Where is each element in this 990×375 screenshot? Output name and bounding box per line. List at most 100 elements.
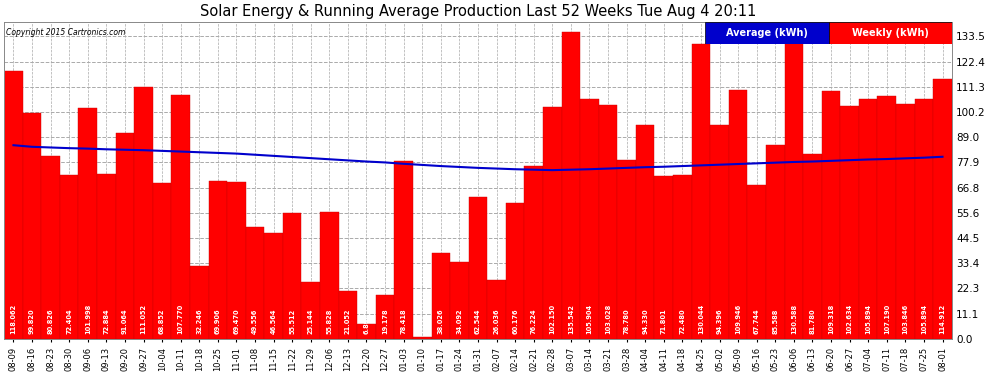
Text: 130.044: 130.044: [698, 304, 704, 334]
Bar: [42, 156, 60, 339]
Bar: [766, 145, 784, 339]
Text: 68.852: 68.852: [159, 309, 165, 334]
Text: 62.544: 62.544: [475, 309, 481, 334]
Text: 103.028: 103.028: [605, 304, 611, 334]
Text: 21.052: 21.052: [345, 309, 350, 334]
Text: Copyright 2015 Cartronics.com: Copyright 2015 Cartronics.com: [6, 28, 126, 37]
Text: 69.470: 69.470: [234, 309, 240, 334]
Bar: [896, 104, 915, 339]
Text: 118.062: 118.062: [11, 304, 17, 334]
Text: 78.418: 78.418: [401, 309, 407, 334]
Bar: [339, 291, 357, 339]
Text: 111.052: 111.052: [141, 304, 147, 334]
Bar: [209, 180, 227, 339]
Bar: [394, 161, 413, 339]
Text: 46.564: 46.564: [270, 309, 276, 334]
Text: 55.512: 55.512: [289, 309, 295, 334]
Text: 130.588: 130.588: [791, 304, 797, 334]
Bar: [636, 125, 654, 339]
Bar: [413, 337, 432, 339]
Text: 107.770: 107.770: [177, 304, 184, 334]
Text: 102.634: 102.634: [846, 304, 852, 334]
Text: 103.846: 103.846: [902, 304, 909, 334]
Bar: [302, 282, 320, 339]
Bar: [78, 108, 97, 339]
Bar: [171, 95, 190, 339]
Text: 72.884: 72.884: [103, 309, 109, 334]
Text: 78.780: 78.780: [624, 309, 630, 334]
Bar: [246, 226, 264, 339]
Bar: [152, 183, 171, 339]
Text: 49.556: 49.556: [252, 309, 258, 334]
Bar: [525, 166, 543, 339]
Text: 102.150: 102.150: [549, 304, 555, 334]
Text: 67.744: 67.744: [753, 309, 759, 334]
Bar: [859, 99, 877, 339]
Text: 85.588: 85.588: [772, 309, 778, 334]
Bar: [357, 324, 376, 339]
Text: 38.026: 38.026: [438, 309, 444, 334]
Bar: [747, 186, 766, 339]
Bar: [915, 99, 934, 339]
Text: 105.904: 105.904: [586, 304, 592, 334]
Bar: [803, 154, 822, 339]
Text: 26.036: 26.036: [494, 309, 500, 334]
Bar: [841, 106, 859, 339]
Bar: [822, 91, 841, 339]
Bar: [432, 253, 450, 339]
Text: 6.808: 6.808: [363, 314, 369, 334]
Bar: [23, 113, 42, 339]
Bar: [580, 99, 599, 339]
Text: 101.998: 101.998: [85, 304, 91, 334]
Bar: [506, 202, 525, 339]
Bar: [561, 32, 580, 339]
Bar: [60, 175, 78, 339]
Text: 107.190: 107.190: [884, 304, 890, 334]
Text: 69.906: 69.906: [215, 309, 221, 334]
Bar: [135, 87, 152, 339]
Text: 19.178: 19.178: [382, 309, 388, 334]
Text: 94.330: 94.330: [643, 309, 648, 334]
Text: 72.480: 72.480: [679, 309, 685, 334]
Text: 55.828: 55.828: [327, 309, 333, 334]
Text: 25.144: 25.144: [308, 309, 314, 334]
Text: 80.826: 80.826: [48, 309, 53, 334]
Text: 71.801: 71.801: [660, 309, 667, 334]
Bar: [543, 108, 561, 339]
Text: 109.946: 109.946: [736, 304, 742, 334]
Bar: [450, 262, 468, 339]
Bar: [599, 105, 618, 339]
Text: 81.780: 81.780: [810, 309, 816, 334]
Text: 105.894: 105.894: [865, 304, 871, 334]
Bar: [4, 71, 23, 339]
Text: 60.176: 60.176: [512, 309, 518, 334]
Bar: [729, 90, 747, 339]
Bar: [618, 160, 636, 339]
Text: 76.224: 76.224: [531, 309, 537, 334]
Bar: [654, 176, 673, 339]
Bar: [227, 182, 246, 339]
Bar: [692, 44, 710, 339]
Text: 109.318: 109.318: [828, 304, 834, 334]
Text: 91.064: 91.064: [122, 309, 128, 334]
Bar: [673, 175, 692, 339]
Bar: [116, 133, 135, 339]
Bar: [710, 125, 729, 339]
Bar: [320, 213, 339, 339]
Bar: [934, 79, 951, 339]
Bar: [784, 43, 803, 339]
Text: 105.894: 105.894: [921, 304, 927, 334]
Bar: [376, 296, 394, 339]
Bar: [97, 174, 116, 339]
Text: 99.820: 99.820: [29, 309, 35, 334]
Text: 72.404: 72.404: [66, 309, 72, 334]
Title: Solar Energy & Running Average Production Last 52 Weeks Tue Aug 4 20:11: Solar Energy & Running Average Productio…: [200, 4, 756, 19]
Bar: [190, 266, 209, 339]
Bar: [264, 233, 283, 339]
Text: 135.542: 135.542: [568, 304, 574, 334]
Bar: [487, 280, 506, 339]
Text: 94.396: 94.396: [717, 309, 723, 334]
Text: 32.246: 32.246: [196, 309, 202, 334]
Text: 34.092: 34.092: [456, 309, 462, 334]
Text: 114.912: 114.912: [940, 304, 945, 334]
